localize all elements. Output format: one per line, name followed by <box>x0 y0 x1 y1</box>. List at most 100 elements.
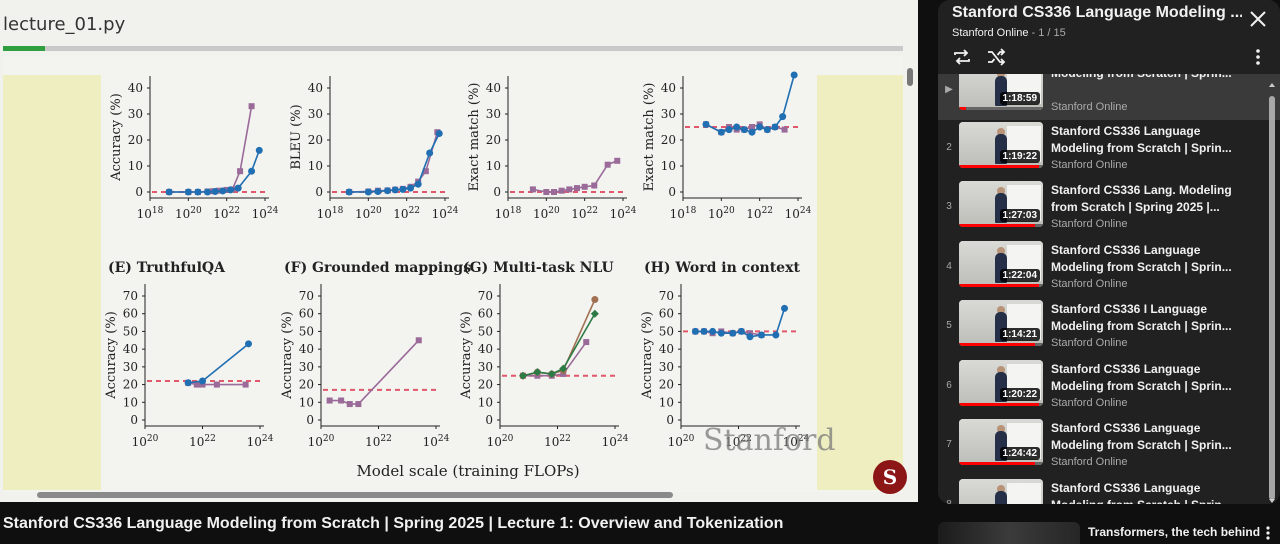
x-tick-label: 1024 <box>432 206 459 221</box>
video-player[interactable]: lecture_01.py 0 10 20 30 40 1018 1020 1022 1024 A… <box>0 0 918 502</box>
playlist-panel: Stanford CS336 Language Modeling ... Sta… <box>938 0 1280 504</box>
editor-progress-fill <box>3 46 46 51</box>
playlist-item-thumbnail[interactable] <box>959 479 1043 504</box>
playlist-item-thumbnail[interactable]: 1:18:59 <box>959 74 1043 110</box>
playlist-item-title[interactable]: Stanford CS336 I Language Modeling from … <box>1051 302 1232 333</box>
data-point <box>391 186 399 194</box>
y-tick-label: 10 <box>659 395 674 409</box>
y-tick-label: 40 <box>299 342 314 356</box>
playlist-item-thumbnail[interactable]: 1:27:03 <box>959 181 1043 227</box>
data-point <box>374 187 382 195</box>
playlist-item-thumbnail[interactable]: 1:19:22 <box>959 122 1043 168</box>
data-point <box>748 128 756 136</box>
chart-title: (H) Word in context <box>644 260 800 276</box>
playlist-item[interactable]: 7 1:24:42 Stanford CS336 Language Modeling… <box>938 417 1280 475</box>
x-tick-label: 1018 <box>137 206 164 221</box>
x-tick-label: 1024 <box>423 434 450 449</box>
data-point <box>779 113 787 121</box>
data-point <box>543 189 550 195</box>
duration-badge: 1:22:04 <box>999 269 1040 282</box>
playlist-subtitle: Stanford Online - 1 / 15 <box>952 27 1066 39</box>
playlist-item-title[interactable]: Stanford CS336 Lang. Modeling from Scrat… <box>1051 183 1232 214</box>
y-tick-label: 30 <box>659 360 674 374</box>
playlist-scrollbar[interactable] <box>1269 96 1275 500</box>
recommendation-title[interactable]: Transformers, the tech behind <box>1088 525 1261 539</box>
data-point <box>211 187 219 195</box>
series-line <box>169 150 261 193</box>
data-point <box>560 370 567 377</box>
data-point <box>184 379 192 387</box>
y-tick-label: 30 <box>128 107 143 121</box>
playlist-item[interactable]: ▶ 1:18:59 Modeling from Scratch | Sprin...… <box>938 74 1280 120</box>
x-tick-label: 1024 <box>610 206 637 221</box>
playlist-item[interactable]: 5 1:14:21 Stanford CS336 I Language Modeli… <box>938 298 1280 356</box>
playlist-item[interactable]: 2 1:19:22 Stanford CS336 Language Modeling… <box>938 120 1280 178</box>
playlist-item-thumbnail[interactable]: 1:14:21 <box>959 300 1043 346</box>
scroll-down-arrow-icon[interactable] <box>1268 492 1276 503</box>
playlist-item-thumbnail[interactable]: 1:24:42 <box>959 419 1043 465</box>
y-tick-label: 60 <box>299 307 314 321</box>
playlist-title[interactable]: Stanford CS336 Language Modeling ... <box>952 4 1242 21</box>
series-line <box>169 106 253 193</box>
y-axis-label: Accuracy (%) <box>109 93 124 182</box>
data-point <box>737 327 745 335</box>
y-tick-label: 30 <box>661 107 676 121</box>
series-line <box>349 131 439 193</box>
horizontal-scroll-thumb[interactable] <box>37 492 673 498</box>
x-tick-label: 1022 <box>746 206 773 221</box>
y-tick-label: 20 <box>661 133 676 147</box>
close-icon[interactable] <box>1247 8 1269 30</box>
y-axis-label: Exact match (%) <box>467 83 482 192</box>
data-point <box>242 381 249 388</box>
data-point <box>165 188 173 196</box>
y-tick-label: 0 <box>315 185 323 199</box>
playlist-item-title[interactable]: Stanford CS336 Language Modeling from Sc… <box>1051 124 1232 155</box>
y-tick-label: 40 <box>661 81 676 95</box>
playlist-item[interactable]: 3 1:27:03 Stanford CS336 Lang. Modeling fr… <box>938 179 1280 237</box>
playlist-item-thumbnail[interactable]: 1:20:22 <box>959 360 1043 406</box>
chart-title: (F) Grounded mappings <box>284 260 471 276</box>
playlist-item-title[interactable]: Stanford CS336 Language Modeling from Sc… <box>1051 421 1232 452</box>
watched-progress-bar <box>959 107 1043 110</box>
watched-progress-fill <box>959 165 1039 168</box>
playlist-item-index: 2 <box>946 142 952 153</box>
series-line <box>349 133 440 193</box>
data-point <box>199 377 206 385</box>
playlist-item-title[interactable]: Stanford CS336 Language Modeling from Sc… <box>1051 243 1232 274</box>
playlist-more-vert-icon[interactable] <box>1248 47 1268 67</box>
playlist-item-thumbnail[interactable]: 1:22:04 <box>959 241 1043 287</box>
slide-vertical-scrollbar[interactable] <box>905 66 915 486</box>
watched-progress-bar <box>959 165 1043 168</box>
stanford-watermark: Stanford <box>703 423 836 458</box>
data-point <box>245 340 252 348</box>
y-axis-label: Accuracy (%) <box>459 311 474 400</box>
playlist-item-title[interactable]: Stanford CS336 Language Modeling from Sc… <box>1051 362 1232 393</box>
duration-badge: 1:19:22 <box>999 150 1040 163</box>
vertical-scroll-thumb[interactable] <box>907 68 913 86</box>
slide-horizontal-scrollbar[interactable] <box>3 490 903 500</box>
data-point <box>422 168 429 175</box>
recommendation-more-vert-icon[interactable] <box>1262 525 1274 541</box>
y-tick-label: 70 <box>123 289 138 303</box>
playlist-item-index: 7 <box>946 439 952 450</box>
y-tick-label: 10 <box>299 395 314 409</box>
playlist-item[interactable]: 8 Stanford CS336 Language Modeling from S… <box>938 477 1280 504</box>
playlist-item-channel: Stanford Online <box>1051 159 1128 171</box>
scroll-up-arrow-icon[interactable] <box>1268 76 1276 87</box>
playlist-channel[interactable]: Stanford Online <box>952 27 1029 39</box>
data-point <box>771 123 779 131</box>
y-tick-label: 0 <box>135 185 143 199</box>
now-playing-icon: ▶ <box>945 84 953 95</box>
y-tick-label: 20 <box>486 133 501 147</box>
playlist-item[interactable]: 6 1:20:22 Stanford CS336 Language Modeling… <box>938 358 1280 416</box>
playlist-item-title[interactable]: Stanford CS336 Language Modeling from Sc… <box>1051 481 1232 504</box>
playlist-item[interactable]: 4 1:22:04 Stanford CS336 Language Modeling… <box>938 239 1280 297</box>
playlist-item-title[interactable]: Modeling from Scratch | Sprin... <box>1051 74 1241 99</box>
shuffle-icon[interactable] <box>985 46 1007 68</box>
recommendation-thumbnail[interactable] <box>938 522 1080 544</box>
duration-badge: 1:20:22 <box>999 388 1040 401</box>
loop-icon[interactable] <box>951 46 973 68</box>
data-point <box>407 184 414 192</box>
data-point <box>746 333 754 341</box>
